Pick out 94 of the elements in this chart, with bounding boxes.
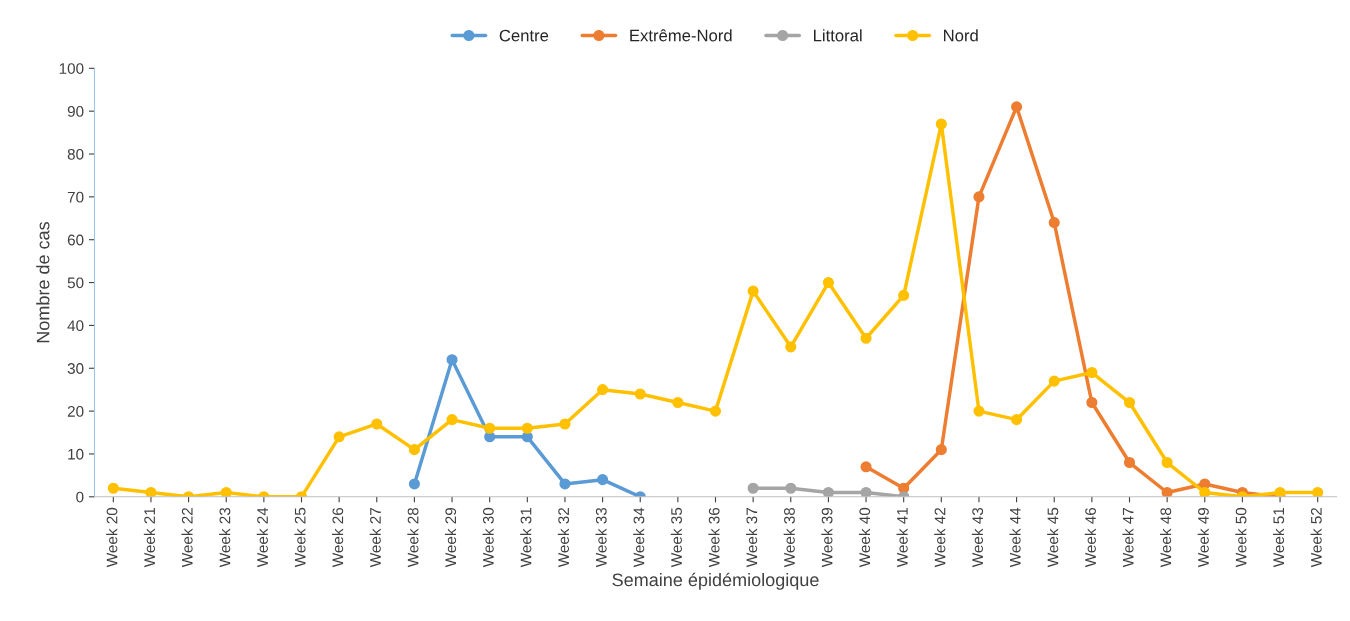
x-tick-label: Week 34 [633, 507, 645, 568]
x-tick-label: Week 26 [332, 507, 344, 568]
point [973, 191, 985, 203]
point [1048, 217, 1060, 229]
point [1086, 396, 1098, 409]
x-tick-label: Week 51 [1272, 507, 1285, 568]
y-tick-label: 50 [67, 277, 84, 289]
point [822, 486, 834, 497]
point [521, 422, 533, 434]
x-tick-label: Week 22 [181, 507, 193, 568]
point [1161, 486, 1173, 497]
x-tick-label: Week 20 [106, 507, 118, 568]
x-tick-label: Week 40 [858, 507, 871, 568]
point [747, 482, 759, 494]
y-tick-label: 80 [67, 148, 84, 160]
x-tick-label: Week 39 [821, 507, 833, 568]
y-tick-label: 0 [76, 491, 84, 503]
x-tick-label: Week 50 [1235, 507, 1247, 568]
y-tick-label: 40 [67, 320, 84, 332]
point [860, 486, 872, 497]
x-tick-label: Week 30 [482, 507, 494, 568]
x-axis-title: Semaine épidémiologique [612, 572, 819, 590]
legend-label: Extrême-Nord [630, 29, 732, 42]
point [822, 276, 834, 289]
x-tick-label: Week 25 [294, 507, 306, 568]
point [747, 285, 759, 297]
point [1123, 456, 1136, 469]
x-tick-label: Week 49 [1197, 507, 1209, 568]
point [1011, 101, 1023, 113]
point [107, 482, 119, 494]
y-tick-label: 60 [67, 234, 84, 246]
x-tick-label: Week 52 [1310, 507, 1322, 568]
point [785, 341, 797, 353]
point [672, 396, 684, 409]
point [1161, 456, 1173, 469]
y-tick-label: 70 [67, 191, 84, 203]
legend-label: Littoral [814, 29, 862, 42]
point [1011, 414, 1023, 426]
x-tick-label: Week 43 [971, 507, 984, 568]
point [446, 354, 458, 366]
x-tick-label: Week 24 [256, 507, 268, 568]
point [408, 444, 420, 456]
legend-label: Nord [944, 29, 978, 42]
x-tick-label: Week 47 [1122, 507, 1134, 568]
y-tick-label: 100 [59, 63, 84, 74]
point [371, 418, 383, 430]
point [446, 414, 458, 426]
point [860, 461, 872, 473]
y-tick-label: 10 [68, 448, 84, 460]
point [860, 332, 872, 344]
x-tick-label: Week 31 [520, 507, 532, 568]
y-tick-label: 30 [67, 363, 84, 374]
x-tick-label: Week 23 [219, 507, 231, 568]
point [559, 478, 571, 490]
y-tick-label: 20 [67, 405, 84, 417]
point [333, 431, 345, 443]
point [898, 289, 910, 301]
x-tick-label: Week 27 [369, 507, 381, 568]
x-tick-label: Week 36 [708, 507, 720, 568]
point [1123, 396, 1136, 409]
x-tick-label: Week 33 [595, 507, 607, 568]
x-tick-label: Week 21 [143, 507, 156, 568]
x-tick-label: Week 29 [444, 507, 457, 568]
x-tick-label: Week 41 [896, 507, 908, 568]
point [1312, 486, 1324, 497]
point [597, 474, 609, 486]
x-tick-label: Week 38 [783, 507, 795, 568]
point [634, 388, 646, 400]
point [408, 478, 420, 490]
point [709, 405, 722, 417]
point [1048, 375, 1060, 387]
x-tick-label: Week 46 [1084, 507, 1096, 568]
y-tick-label: 90 [67, 106, 84, 117]
x-tick-label: Week 42 [934, 507, 946, 568]
y-axis-title: Nombre de cas [36, 221, 50, 343]
x-tick-label: Week 44 [1009, 507, 1021, 568]
legend-label: Centre [499, 29, 549, 42]
x-tick-label: Week 28 [407, 507, 419, 568]
point [145, 486, 157, 497]
point [484, 422, 496, 434]
point [973, 405, 985, 417]
x-tick-label: Week 32 [557, 507, 570, 568]
point [785, 482, 797, 494]
x-tick-label: Week 37 [746, 507, 758, 568]
point [597, 384, 609, 396]
point [1086, 366, 1098, 379]
point [1199, 486, 1211, 497]
point [935, 118, 947, 130]
x-tick-label: Week 45 [1047, 507, 1059, 568]
point [220, 486, 232, 497]
x-tick-label: Week 35 [670, 507, 682, 568]
point [559, 418, 571, 430]
x-tick-label: Week 48 [1160, 507, 1172, 568]
point [935, 444, 947, 456]
